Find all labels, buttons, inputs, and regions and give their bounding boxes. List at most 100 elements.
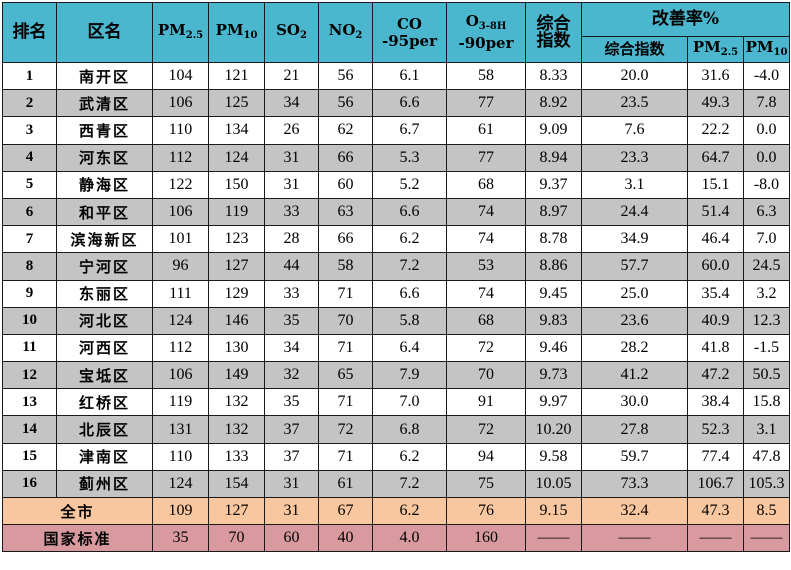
composite-index-value: 9.46 [525, 333, 582, 363]
no2-value: 56 [318, 61, 373, 91]
imp-pm10-value: -1.5 [743, 333, 790, 363]
imp-pm10-value: 3.1 [743, 415, 790, 444]
imp-index-value: 34.9 [581, 225, 688, 254]
composite-index-value: 9.09 [525, 116, 582, 145]
imp-pm25-value: 106.7 [687, 469, 744, 499]
table-row: 16 蓟州区 124 154 31 61 7.2 75 10.05 73.3 106.7 105.3 [2, 469, 790, 499]
pm25-value: 122 [152, 170, 209, 199]
pm10-value: 129 [208, 279, 265, 308]
no2-value: 58 [318, 252, 373, 281]
imp-pm25-value: 22.2 [687, 116, 744, 145]
co-value: 7.2 [372, 252, 447, 281]
table-row: 1 南开区 104 121 21 56 6.1 58 8.33 20.0 31.6 -4.0 [2, 61, 790, 91]
standard-imp-index: —— [581, 524, 688, 552]
city-pm10: 127 [208, 497, 265, 525]
so2-value: 33 [264, 279, 319, 308]
imp-index-value: 23.6 [581, 306, 688, 335]
composite-index-value: 8.33 [525, 61, 582, 91]
district-name: 河北区 [56, 306, 153, 335]
header-pm25: PM2.5 [152, 2, 209, 63]
pm25-value: 131 [152, 415, 209, 444]
imp-pm25-value: 31.6 [687, 61, 744, 91]
standard-pm10: 70 [208, 524, 265, 552]
city-row: 全市 109 127 31 67 6.2 76 9.15 32.4 47.3 8… [2, 497, 790, 525]
o3-value: 53 [446, 252, 526, 281]
co-value: 6.8 [372, 415, 447, 444]
header-improvement-rate: 改善率% [581, 2, 790, 37]
district-name: 静海区 [56, 170, 153, 199]
composite-index-value: 8.86 [525, 252, 582, 281]
o3-value: 75 [446, 469, 526, 499]
imp-pm10-value: 7.0 [743, 225, 790, 254]
rank-cell: 6 [2, 197, 57, 227]
rank-cell: 7 [2, 225, 57, 254]
imp-pm10-value: 12.3 [743, 306, 790, 335]
so2-value: 21 [264, 61, 319, 91]
city-co: 6.2 [372, 497, 447, 525]
table-row: 14 北辰区 131 132 37 72 6.8 72 10.20 27.8 52.3 3.1 [2, 415, 790, 444]
imp-pm10-value: -4.0 [743, 61, 790, 91]
table-row: 4 河东区 112 124 31 66 5.3 77 8.94 23.3 64.7 0.0 [2, 143, 790, 172]
so2-value: 37 [264, 415, 319, 444]
so2-value: 31 [264, 469, 319, 499]
so2-value: 37 [264, 442, 319, 471]
imp-pm10-value: 7.8 [743, 89, 790, 118]
standard-label: 国家标准 [2, 524, 153, 552]
header-composite-index: 综合 指数 [525, 2, 582, 63]
co-value: 6.4 [372, 333, 447, 363]
district-name: 宝坻区 [56, 361, 153, 390]
standard-co: 4.0 [372, 524, 447, 552]
rank-cell: 9 [2, 279, 57, 308]
imp-pm25-value: 38.4 [687, 388, 744, 417]
city-o3: 76 [446, 497, 526, 525]
no2-value: 66 [318, 143, 373, 172]
co-value: 6.6 [372, 279, 447, 308]
o3-value: 68 [446, 306, 526, 335]
table-row: 10 河北区 124 146 35 70 5.8 68 9.83 23.6 40.9 12.3 [2, 306, 790, 335]
imp-index-value: 27.8 [581, 415, 688, 444]
composite-index-value: 10.20 [525, 415, 582, 444]
district-name: 南开区 [56, 61, 153, 91]
imp-index-value: 23.3 [581, 143, 688, 172]
header-o3: O3-8H -90per [446, 2, 526, 63]
pm10-value: 123 [208, 225, 265, 254]
rank-cell: 3 [2, 116, 57, 145]
co-value: 7.9 [372, 361, 447, 390]
composite-index-value: 10.05 [525, 469, 582, 499]
pm25-value: 96 [152, 252, 209, 281]
standard-so2: 60 [264, 524, 319, 552]
composite-index-value: 9.37 [525, 170, 582, 199]
pm25-value: 106 [152, 361, 209, 390]
pm10-value: 125 [208, 89, 265, 118]
so2-value: 35 [264, 388, 319, 417]
no2-value: 70 [318, 306, 373, 335]
imp-pm25-value: 49.3 [687, 89, 744, 118]
rank-cell: 8 [2, 252, 57, 281]
standard-imp-pm25: —— [687, 524, 744, 552]
header-no2: NO2 [318, 2, 373, 63]
no2-value: 71 [318, 388, 373, 417]
imp-index-value: 3.1 [581, 170, 688, 199]
pm25-value: 110 [152, 442, 209, 471]
rank-cell: 1 [2, 61, 57, 91]
pm10-value: 149 [208, 361, 265, 390]
no2-value: 71 [318, 279, 373, 308]
composite-index-value: 9.45 [525, 279, 582, 308]
air-quality-table: 排名 区名 PM2.5 PM10 SO2 NO2 CO -95per O3-8H -… [2, 2, 790, 552]
imp-pm25-value: 64.7 [687, 143, 744, 172]
composite-index-value: 9.58 [525, 442, 582, 471]
imp-pm25-value: 77.4 [687, 442, 744, 471]
o3-value: 77 [446, 89, 526, 118]
imp-index-value: 30.0 [581, 388, 688, 417]
district-name: 河西区 [56, 333, 153, 363]
imp-index-value: 25.0 [581, 279, 688, 308]
pm10-value: 134 [208, 116, 265, 145]
header-co: CO -95per [372, 2, 447, 63]
district-name: 东丽区 [56, 279, 153, 308]
pm10-value: 150 [208, 170, 265, 199]
imp-pm10-value: 24.5 [743, 252, 790, 281]
imp-pm10-value: -8.0 [743, 170, 790, 199]
rank-cell: 16 [2, 469, 57, 499]
district-name: 蓟州区 [56, 469, 153, 499]
pm25-value: 124 [152, 306, 209, 335]
